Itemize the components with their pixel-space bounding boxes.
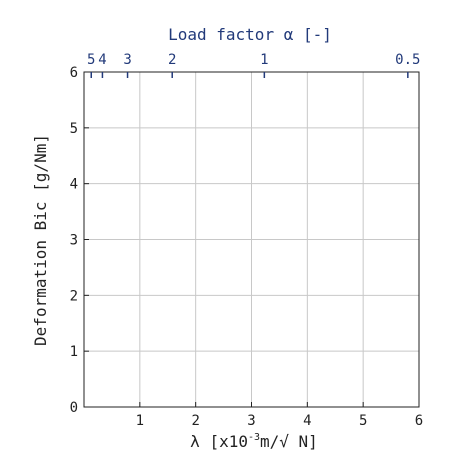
y-tick-label: 4 xyxy=(70,177,78,193)
top-tick-label: 2 xyxy=(168,52,176,68)
y-tick-label: 2 xyxy=(70,288,78,304)
y-tick-label: 6 xyxy=(70,65,78,81)
y-tick-label: 0 xyxy=(70,400,78,416)
top-axis-title: Load factor α [-] xyxy=(168,25,332,44)
y-tick-label: 5 xyxy=(70,121,78,137)
x-tick-label: 3 xyxy=(247,413,255,429)
ticks-layer xyxy=(84,71,420,408)
top-tick-label: 0.5 xyxy=(395,52,420,68)
y-axis-title: Deformation Bic [g/Nm] xyxy=(31,134,50,346)
x-tick-label: 5 xyxy=(359,413,367,429)
x-tick-label: 2 xyxy=(191,413,199,429)
x-axis-title-suffix: m/√ N] xyxy=(260,432,318,451)
top-tick-label: 1 xyxy=(260,52,268,68)
y-tick-label: 3 xyxy=(70,233,78,249)
y-tick-label: 1 xyxy=(70,344,78,360)
x-axis-title: λ [x10-3m/√ N] xyxy=(190,432,318,451)
x-axis-title-prefix: λ [x10 xyxy=(190,432,248,451)
x-tick-label: 1 xyxy=(136,413,144,429)
grid-layer xyxy=(84,72,419,407)
x-tick-label: 6 xyxy=(415,413,423,429)
x-tick-label: 4 xyxy=(303,413,311,429)
top-tick-label: 5 xyxy=(87,52,95,68)
x-axis-title-exponent: -3 xyxy=(248,432,260,443)
top-tick-label: 4 xyxy=(98,52,106,68)
top-tick-label: 3 xyxy=(123,52,131,68)
